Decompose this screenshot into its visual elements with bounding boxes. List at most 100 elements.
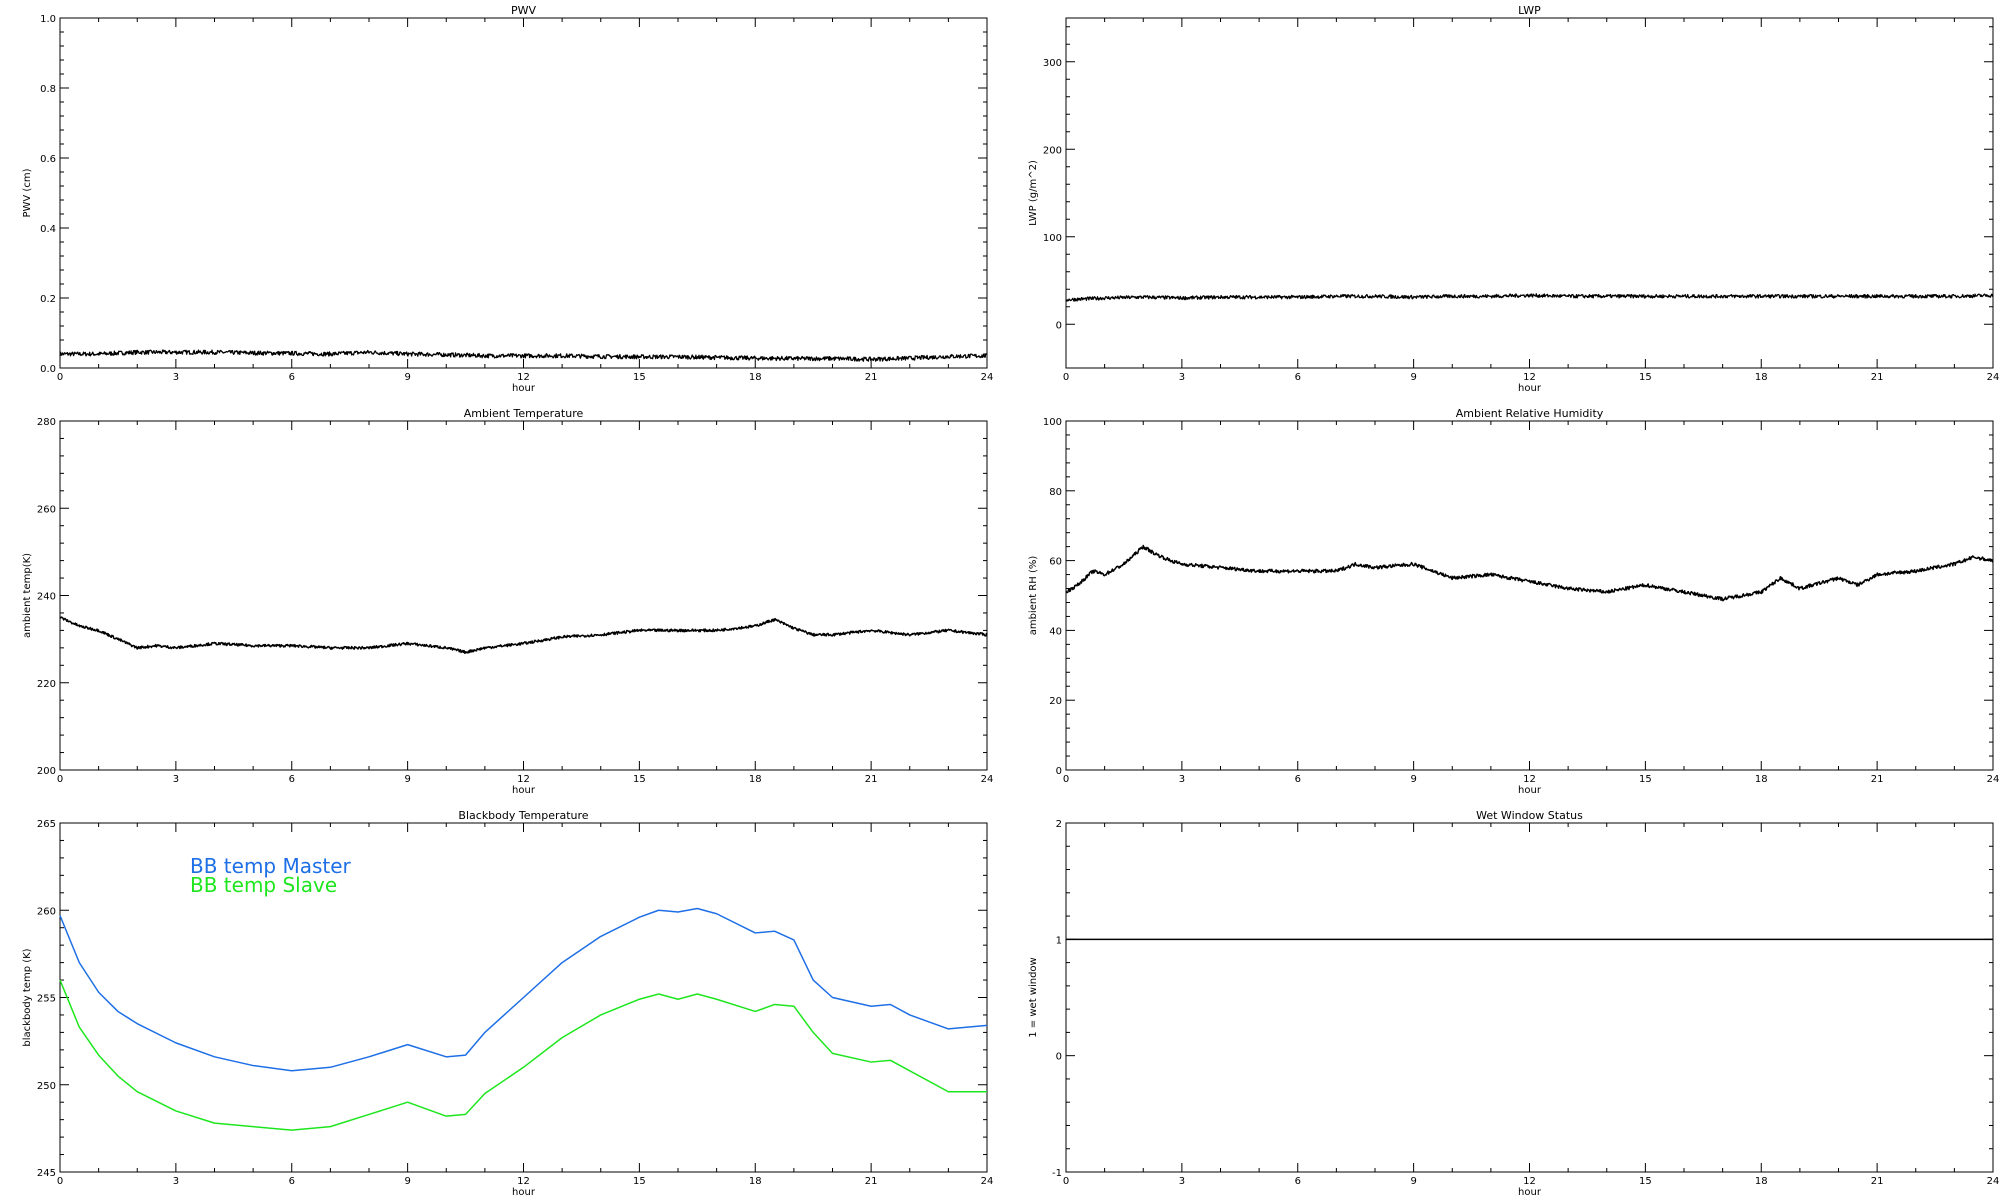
series-line-1 <box>1065 293 1994 302</box>
y-tick-label: 220 <box>37 679 56 690</box>
x-tick-label: 9 <box>1410 774 1416 785</box>
x-tick-label: 21 <box>1871 1176 1884 1187</box>
y-tick-label: 0 <box>1056 766 1062 777</box>
y-tick-label: 0.4 <box>40 224 56 235</box>
y-tick-label: 250 <box>37 1081 56 1092</box>
y-tick-label: 2 <box>1056 819 1062 830</box>
x-tick-label: 3 <box>1179 1176 1185 1187</box>
y-tick-label: 200 <box>1043 145 1062 156</box>
x-tick-label: 0 <box>57 372 63 383</box>
y-tick-label: 265 <box>37 819 56 830</box>
y-tick-label: 0.6 <box>40 154 56 165</box>
chart-title: Ambient Relative Humidity <box>1456 407 1604 420</box>
x-tick-label: 3 <box>173 372 179 383</box>
chart-panel-5: Blackbody Temperature 0 3 6 9 12 15 18 21 24 hour 2… <box>22 809 993 1198</box>
legend-entry: BB temp Master <box>190 854 352 878</box>
x-tick-label: 6 <box>1295 1176 1301 1187</box>
x-axis-label: hour <box>1518 1187 1542 1198</box>
x-tick-label: 24 <box>1987 1176 2000 1187</box>
chart-panel-1: PWV 0 3 6 9 12 15 18 21 24 hour 0.0 0.2 0.4 0.6 0.8 1.0 P… <box>22 4 993 394</box>
y-axis-label: LWP (g/m^2) <box>1028 160 1039 226</box>
x-tick-label: 0 <box>57 774 63 785</box>
x-tick-label: 12 <box>517 774 530 785</box>
plot-frame <box>59 17 988 369</box>
x-tick-label: 15 <box>1639 774 1652 785</box>
y-tick-label: 300 <box>1043 58 1062 69</box>
x-tick-label: 24 <box>981 774 994 785</box>
x-tick-label: 9 <box>1410 1176 1416 1187</box>
x-axis-label: hour <box>512 1187 536 1198</box>
x-tick-label: 15 <box>633 1176 646 1187</box>
x-tick-label: 0 <box>1063 774 1069 785</box>
x-tick-label: 3 <box>1179 372 1185 383</box>
chart-title: Wet Window Status <box>1476 809 1583 822</box>
x-tick-label: 3 <box>173 774 179 785</box>
x-tick-label: 12 <box>1523 372 1536 383</box>
plot-frame <box>59 420 988 771</box>
x-tick-label: 21 <box>865 774 878 785</box>
x-tick-label: 21 <box>1871 372 1884 383</box>
chart-title: Blackbody Temperature <box>458 809 588 822</box>
x-tick-label: 9 <box>404 1176 410 1187</box>
x-tick-label: 6 <box>1295 372 1301 383</box>
y-axis-label: PWV (cm) <box>22 168 33 217</box>
y-axis-label: ambient temp(K) <box>22 553 33 638</box>
x-tick-label: 6 <box>289 372 295 383</box>
x-tick-label: 15 <box>1639 1176 1652 1187</box>
x-tick-label: 24 <box>1987 372 2000 383</box>
x-tick-label: 24 <box>1987 774 2000 785</box>
x-tick-label: 21 <box>1871 774 1884 785</box>
x-tick-label: 6 <box>1295 774 1301 785</box>
x-tick-label: 12 <box>1523 774 1536 785</box>
series-line-2 <box>59 979 987 1131</box>
x-tick-label: 12 <box>1523 1176 1536 1187</box>
plot-frame <box>1065 17 1994 369</box>
series-line-1 <box>59 349 988 362</box>
x-tick-label: 18 <box>749 774 762 785</box>
x-tick-label: 6 <box>289 1176 295 1187</box>
y-tick-label: 280 <box>37 417 56 428</box>
y-tick-label: -1 <box>1052 1168 1062 1179</box>
y-tick-label: 100 <box>1043 417 1062 428</box>
y-axis-label: 1 = wet window <box>1028 957 1039 1037</box>
y-tick-label: 200 <box>37 766 56 777</box>
y-tick-label: 60 <box>1049 557 1062 568</box>
x-tick-label: 24 <box>981 372 994 383</box>
y-axis-label: blackbody temp (K) <box>22 948 33 1046</box>
chart-panel-2: LWP 0 3 6 9 12 15 18 21 24 hour 0 100 200 300 LWP (g/m^… <box>1028 4 1999 394</box>
y-tick-label: 20 <box>1049 696 1062 707</box>
x-tick-label: 9 <box>404 774 410 785</box>
y-tick-label: 0.8 <box>40 84 56 95</box>
x-tick-label: 0 <box>1063 372 1069 383</box>
x-tick-label: 15 <box>633 372 646 383</box>
legend-entry: BB temp Slave <box>190 873 337 897</box>
y-tick-label: 245 <box>37 1168 56 1179</box>
y-tick-label: 40 <box>1049 626 1062 637</box>
chart-panel-3: Ambient Temperature 0 3 6 9 12 15 18 21 24 hour 200… <box>22 407 993 796</box>
x-tick-label: 15 <box>1639 372 1652 383</box>
y-tick-label: 260 <box>37 906 56 917</box>
y-axis-label: ambient RH (%) <box>1028 556 1039 636</box>
x-tick-label: 18 <box>1755 774 1768 785</box>
x-tick-label: 21 <box>865 372 878 383</box>
x-tick-label: 12 <box>517 372 530 383</box>
x-tick-label: 9 <box>404 372 410 383</box>
y-tick-label: 1.0 <box>40 14 56 25</box>
x-tick-label: 12 <box>517 1176 530 1187</box>
x-axis-label: hour <box>1518 383 1542 394</box>
series-line-1 <box>59 616 988 654</box>
plot-frame <box>1065 822 1994 1173</box>
x-tick-label: 18 <box>749 372 762 383</box>
x-tick-label: 3 <box>1179 774 1185 785</box>
chart-title: Ambient Temperature <box>464 407 584 420</box>
y-tick-label: 80 <box>1049 487 1062 498</box>
x-axis-label: hour <box>512 383 536 394</box>
y-tick-label: 0.2 <box>40 294 56 305</box>
y-tick-label: 0 <box>1056 320 1062 331</box>
y-tick-label: 1 <box>1056 935 1062 946</box>
x-tick-label: 15 <box>633 774 646 785</box>
x-axis-label: hour <box>1518 785 1542 796</box>
y-tick-label: 0 <box>1056 1052 1062 1063</box>
